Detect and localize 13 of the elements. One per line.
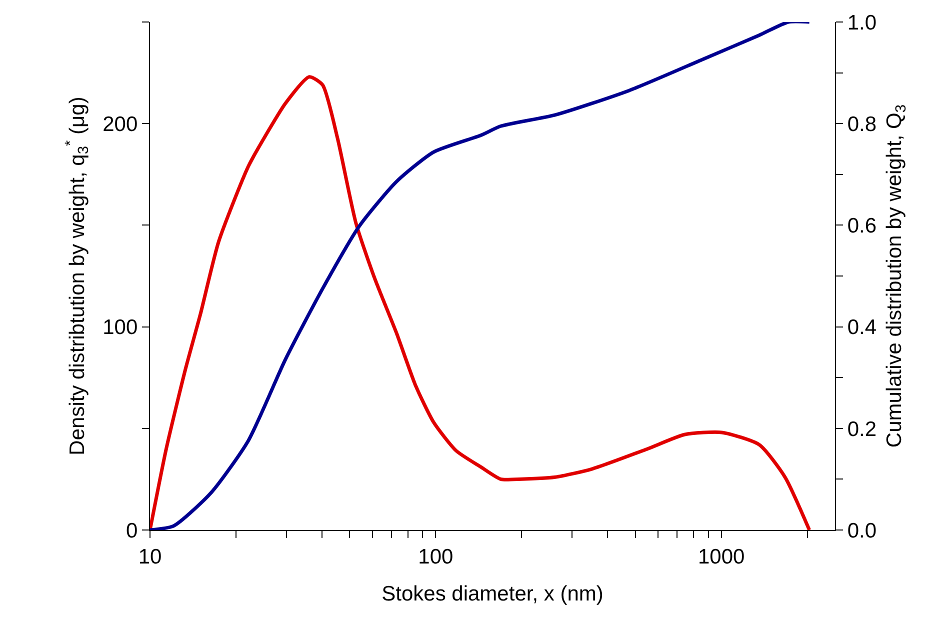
y2-tick-label: 1.0 bbox=[847, 11, 877, 34]
x-tick-label: 100 bbox=[418, 545, 454, 568]
y2-tick-label: 0.0 bbox=[847, 519, 877, 542]
y2-tick-label: 0.6 bbox=[847, 214, 877, 238]
y2-tick-label: 0.4 bbox=[847, 316, 877, 340]
y-tick-label: 100 bbox=[102, 316, 138, 340]
x-tick-label: 10 bbox=[138, 545, 162, 568]
y-tick-label: 200 bbox=[102, 112, 138, 136]
x-axis-title: Stokes diameter, x (nm) bbox=[382, 582, 604, 606]
y2-tick-label: 0.2 bbox=[847, 418, 877, 441]
y2-tick-label: 0.8 bbox=[847, 112, 877, 136]
x-tick-label: 1000 bbox=[698, 545, 745, 568]
y-tick-label: 0 bbox=[126, 519, 138, 542]
